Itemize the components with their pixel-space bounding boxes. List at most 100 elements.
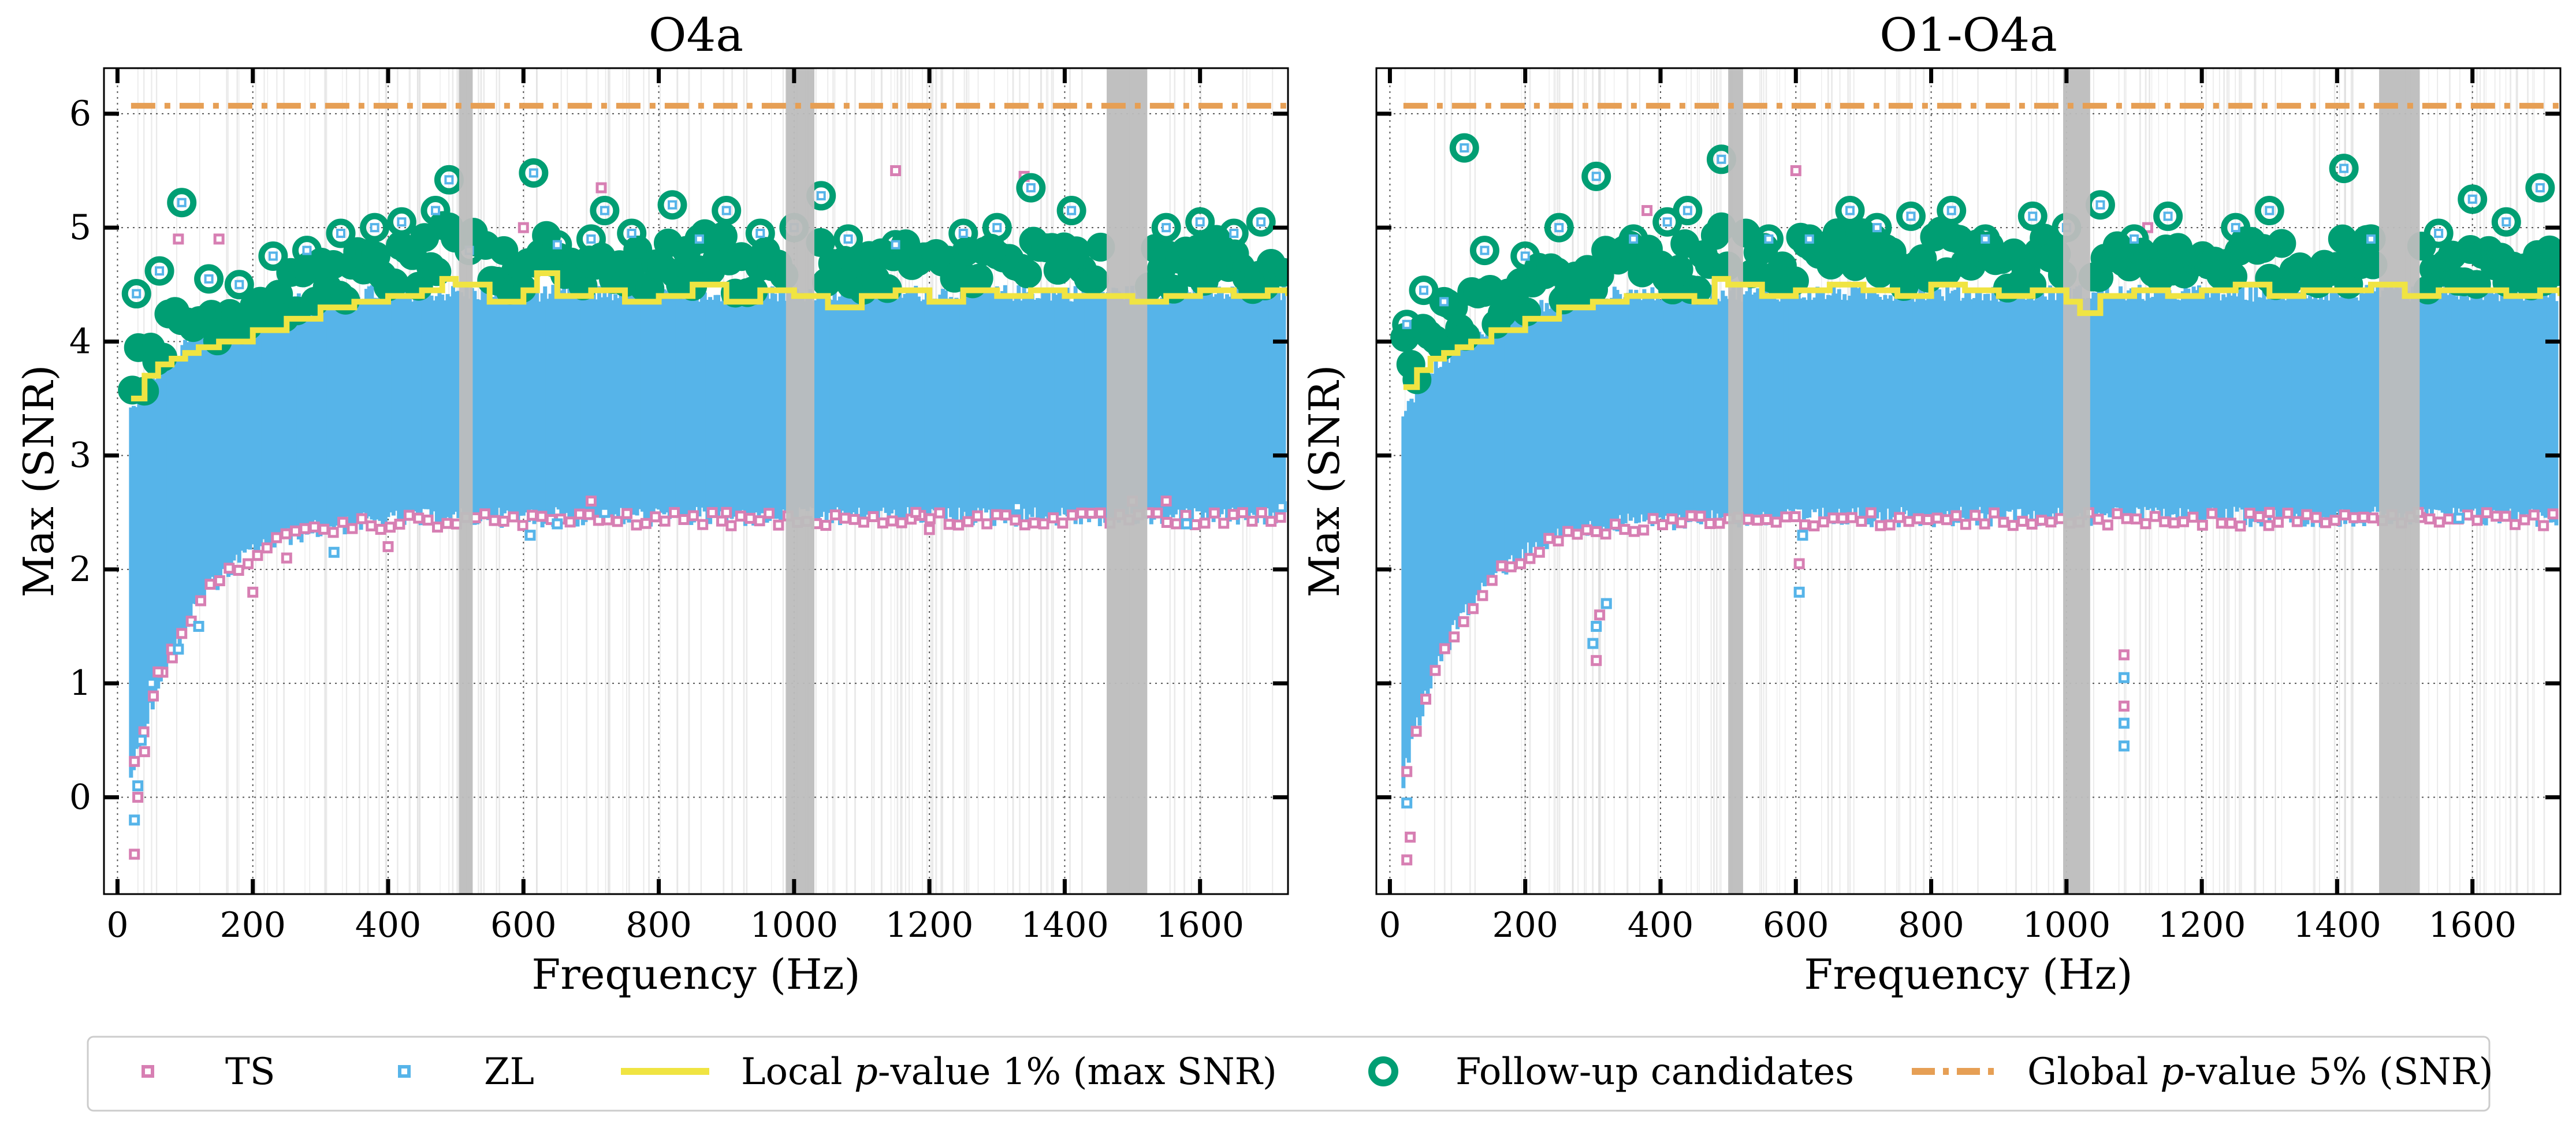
followup-candidate: [2424, 218, 2454, 248]
x-tick-label: 400: [355, 905, 422, 945]
ts-point: [585, 496, 597, 507]
ts-point: [1657, 519, 1669, 531]
x-axis-label: Frequency (Hz): [531, 950, 860, 999]
x-tick-label: 200: [1492, 905, 1558, 945]
followup-candidate: [519, 158, 549, 188]
followup-inner-point: [1460, 143, 1469, 153]
ts-point: [2216, 518, 2227, 529]
legend-label-ts: TS: [225, 1051, 276, 1093]
ts-point: [2197, 519, 2208, 531]
ts-point: [868, 511, 879, 523]
followup-inner-point: [204, 274, 214, 284]
zl-point: [1591, 620, 1602, 632]
ts-point: [195, 595, 207, 606]
y-tick-label: 0: [69, 777, 91, 817]
y-tick-label: 3: [69, 435, 91, 476]
ts-point: [1591, 526, 1602, 537]
ts-point: [971, 510, 983, 522]
ts-point: [129, 848, 140, 860]
zl-point: [2453, 512, 2465, 524]
followup-candidate: [684, 224, 714, 254]
ts-point: [2310, 512, 2322, 523]
ts-point: [1190, 519, 1201, 530]
ts-point: [2017, 516, 2028, 527]
ts-point: [1641, 205, 1653, 217]
followup-inner-point: [444, 175, 454, 185]
zl-point: [1181, 518, 1192, 530]
zl-point: [132, 780, 144, 792]
zl-point: [599, 507, 611, 518]
zl-point: [2118, 740, 2130, 752]
veto-bands: [1728, 68, 2420, 894]
plot-frame: [103, 67, 1289, 895]
ts-point: [1468, 603, 1479, 615]
ts-point: [659, 515, 671, 527]
ts-point: [2471, 515, 2483, 526]
ts-point: [148, 690, 159, 702]
zl-series: [129, 501, 1287, 826]
ts-point: [479, 508, 491, 520]
followup-inner-point: [2467, 194, 2477, 204]
ts-point: [924, 524, 935, 535]
followup-candidate: [1970, 224, 2000, 254]
ts-point: [1095, 507, 1107, 519]
ts-point: [375, 523, 386, 535]
ts-point: [527, 509, 538, 521]
followup-inner-point: [694, 234, 704, 244]
ts-point: [716, 515, 728, 527]
followup-inner-point: [528, 168, 538, 178]
ts-point: [1998, 516, 2009, 528]
ts-point: [261, 542, 273, 554]
followup-cluster-point: [2267, 229, 2296, 258]
zl-point: [1587, 638, 1599, 649]
followup-inner-point: [431, 206, 440, 215]
ts-point: [1742, 513, 1754, 525]
ts-point: [2263, 520, 2275, 531]
ts-point: [1884, 519, 1896, 531]
ts-point: [564, 516, 576, 528]
panel-o4a: O4a 0 200 400 600 800 1000 1200 1400 1600 0 1 2 3 4 5 6…: [14, 8, 1289, 999]
followup-inner-point: [1629, 234, 1639, 244]
followup-inner-point: [755, 229, 765, 238]
ts-point: [382, 541, 394, 552]
ts-point: [2433, 516, 2445, 528]
ts-point: [281, 552, 292, 564]
ts-point: [678, 513, 690, 525]
followup-candidate: [1754, 224, 1784, 254]
followup-candidate: [258, 241, 288, 271]
ts-point: [1808, 520, 1820, 532]
y-tick-label: 2: [69, 549, 91, 590]
ts-point: [1420, 694, 1432, 705]
ts-point: [1600, 528, 1611, 540]
followup-candidate: [1469, 236, 1499, 266]
ts-point: [1979, 518, 1990, 530]
followup-inner-point: [1764, 234, 1774, 244]
ts-point: [650, 511, 661, 523]
ts-point: [1960, 519, 1971, 530]
ts-point: [152, 666, 164, 677]
followup-cluster-point: [708, 222, 738, 251]
followup-candidate: [1056, 196, 1086, 226]
legend-marker-zl: [398, 1065, 411, 1078]
ts-point: [213, 233, 225, 245]
x-tick-label: 0: [1379, 905, 1401, 945]
followup-inner-point: [668, 200, 677, 210]
ts-point: [1171, 518, 1182, 530]
ts-point: [1989, 507, 2000, 519]
followup-inner-point: [336, 229, 345, 238]
ts-point: [1275, 512, 1286, 523]
ts-point: [1515, 558, 1527, 569]
followup-candidate: [2254, 196, 2284, 226]
followup-inner-point: [1845, 206, 1855, 215]
ts-point: [754, 515, 765, 527]
ts-point: [1970, 509, 1981, 521]
followup-inner-point: [177, 198, 187, 207]
ts-point: [2121, 513, 2132, 524]
ts-point: [2206, 508, 2218, 519]
ts-point: [1581, 524, 1592, 535]
ts-point: [337, 516, 349, 528]
followup-inner-point: [1554, 223, 1564, 233]
ts-point: [773, 519, 784, 531]
zl-point: [328, 546, 340, 558]
